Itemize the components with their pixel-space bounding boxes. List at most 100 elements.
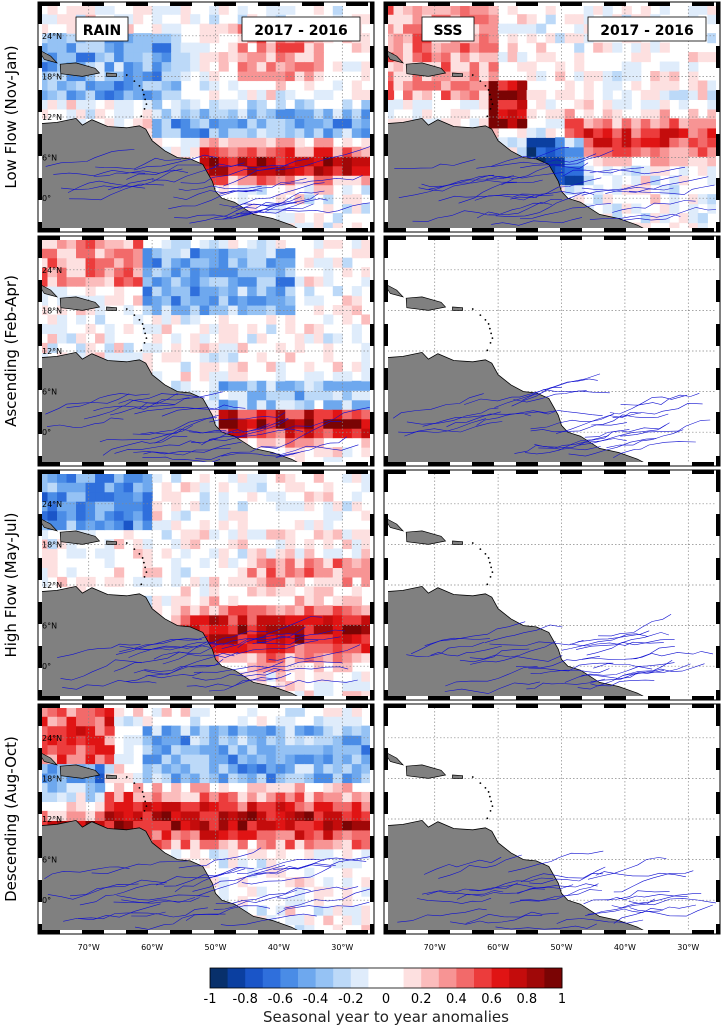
anomaly-cell (332, 418, 343, 429)
anomaly-cell (142, 276, 153, 287)
anomaly-cell (190, 146, 201, 157)
river (115, 635, 208, 655)
anomaly-cell (47, 810, 58, 821)
anomaly-cell (304, 399, 315, 410)
anomaly-cell (313, 409, 324, 420)
anomaly-cell (285, 877, 296, 888)
anomaly-cell (545, 4, 556, 15)
anomaly-cell (237, 137, 248, 148)
anomaly-cell (313, 213, 324, 224)
anomaly-cell (460, 71, 471, 82)
anomaly-cell (104, 276, 115, 287)
anomaly-cell (536, 52, 547, 63)
anomaly-cell (323, 276, 334, 287)
anomaly-cell (707, 33, 718, 44)
river (589, 213, 681, 220)
anomaly-cell (342, 744, 353, 755)
anomaly-cell (275, 213, 286, 224)
anomaly-cell (285, 482, 296, 493)
anomaly-cell (621, 156, 632, 167)
anomaly-cell (323, 409, 334, 420)
anomaly-cell (85, 99, 96, 110)
river (511, 373, 601, 407)
anomaly-cell (209, 548, 220, 559)
lat-tick-label: 12°N (42, 347, 62, 356)
anomaly-cell (228, 773, 239, 784)
anomaly-cell (228, 238, 239, 249)
anomaly-cell (171, 267, 182, 278)
anomaly-cell (66, 248, 77, 259)
anomaly-cell (85, 744, 96, 755)
anomaly-cell (351, 716, 362, 727)
anomaly-cell (403, 14, 414, 25)
anomaly-cell (351, 42, 362, 53)
anomaly-cell (441, 52, 452, 63)
anomaly-cell (66, 23, 77, 34)
river (459, 648, 530, 663)
anomaly-cell (38, 576, 49, 587)
anomaly-cell (104, 706, 115, 717)
anomaly-cell (342, 399, 353, 410)
anomaly-cell (209, 735, 220, 746)
anomaly-cell (266, 165, 277, 176)
river (465, 911, 559, 924)
anomaly-cell (247, 276, 258, 287)
antilles-island (490, 566, 493, 569)
anomaly-cell (123, 491, 134, 502)
row-label: Low Flow (Nov-Jan) (2, 45, 20, 188)
anomaly-cell (266, 276, 277, 287)
anomaly-cell (161, 33, 172, 44)
anomaly-cell (631, 146, 642, 157)
anomaly-cell (332, 706, 343, 717)
anomaly-cell (47, 773, 58, 784)
anomaly-cell (180, 52, 191, 63)
river (508, 850, 604, 873)
anomaly-cell (47, 501, 58, 512)
river (595, 871, 686, 878)
anomaly-cell (152, 248, 163, 259)
river (520, 150, 614, 169)
antilles-island (143, 107, 146, 110)
river (444, 681, 540, 694)
anomaly-cell (66, 567, 77, 578)
anomaly-cell (256, 42, 267, 53)
antilles-island (479, 80, 482, 83)
anomaly-cell (431, 42, 442, 53)
anomaly-cell (612, 137, 623, 148)
anomaly-cell (57, 99, 68, 110)
antilles-island (479, 314, 482, 317)
anomaly-cell (697, 4, 708, 15)
lon-tick-label: 70°W (424, 943, 446, 952)
antilles-island (142, 93, 145, 96)
river (495, 923, 597, 930)
anomaly-cell (256, 267, 267, 278)
anomaly-cell (247, 624, 258, 635)
anomaly-cell (114, 118, 125, 129)
lat-tick-label: 6°N (42, 622, 57, 631)
anomaly-cell (209, 791, 220, 803)
anomaly-cell (171, 595, 182, 606)
river (561, 633, 649, 651)
anomaly-cell (237, 801, 248, 812)
anomaly-cell (313, 557, 324, 569)
river (629, 184, 715, 195)
anomaly-cell (517, 108, 528, 119)
anomaly-cell (332, 333, 343, 344)
anomaly-cell (697, 156, 708, 167)
river (590, 663, 691, 682)
anomaly-cell (228, 735, 239, 746)
anomaly-cell (469, 14, 480, 25)
anomaly-cell (66, 482, 77, 493)
anomaly-cell (640, 42, 651, 53)
river (446, 413, 532, 428)
anomaly-cell (247, 848, 258, 859)
anomaly-cell (275, 848, 286, 859)
anomaly-cell (123, 735, 134, 746)
anomaly-cell (498, 80, 509, 91)
anomaly-cell (294, 42, 305, 53)
anomaly-cell (57, 276, 68, 287)
anomaly-cell (545, 52, 556, 63)
colorbar-swatch (227, 968, 246, 988)
anomaly-cell (285, 539, 296, 550)
anomaly-cell (659, 118, 670, 129)
